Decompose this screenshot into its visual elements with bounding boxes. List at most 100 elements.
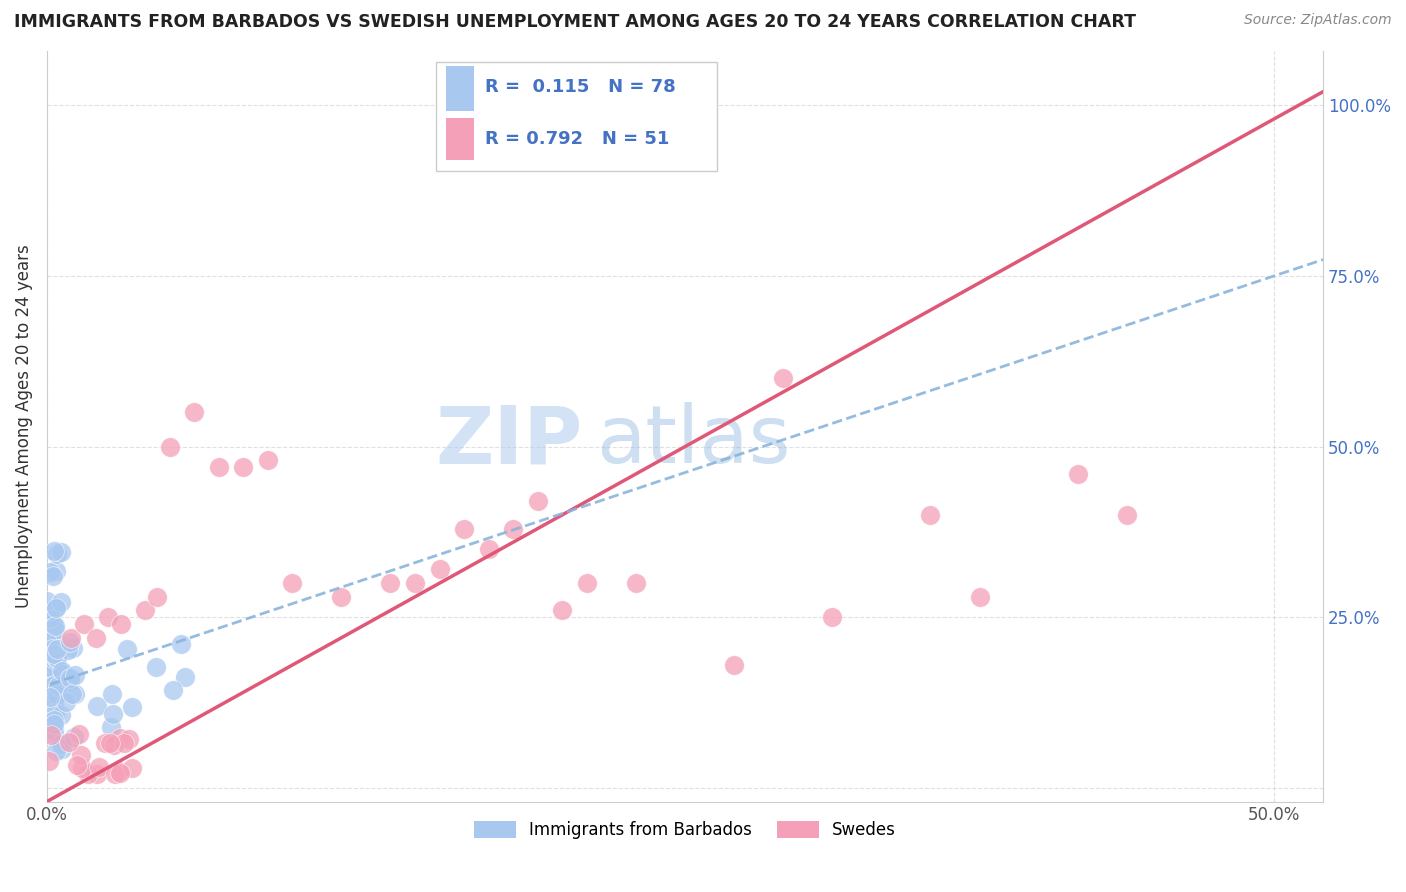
Point xyxy=(39,602,62,616)
Point xyxy=(45,601,67,615)
Point xyxy=(45,657,67,672)
Point xyxy=(281,576,304,591)
Point xyxy=(108,764,131,779)
Point xyxy=(330,590,353,604)
Point xyxy=(42,651,65,665)
Point xyxy=(575,576,598,591)
Point xyxy=(110,617,132,632)
Point xyxy=(62,641,84,656)
Point xyxy=(42,615,65,630)
Text: R = 0.792   N = 51: R = 0.792 N = 51 xyxy=(485,130,669,148)
Point xyxy=(38,755,60,769)
Point xyxy=(44,709,66,723)
Point xyxy=(59,671,82,685)
Point xyxy=(232,460,254,475)
Point xyxy=(59,673,82,688)
Point xyxy=(42,646,65,660)
Point xyxy=(56,642,79,657)
Point xyxy=(72,761,94,775)
Point xyxy=(67,726,90,740)
Point xyxy=(44,706,66,721)
Point xyxy=(44,648,66,662)
Point xyxy=(39,611,62,625)
Point xyxy=(44,696,66,710)
Point xyxy=(42,663,65,677)
Point xyxy=(93,736,115,750)
Point xyxy=(41,569,63,583)
Text: atlas: atlas xyxy=(596,402,790,480)
Point xyxy=(256,453,278,467)
Point xyxy=(103,739,125,753)
Point xyxy=(174,670,197,684)
Point xyxy=(44,618,66,632)
Point xyxy=(772,371,794,385)
Point xyxy=(86,698,108,713)
Point xyxy=(42,617,65,632)
Point xyxy=(920,508,942,522)
Point xyxy=(42,657,65,671)
Point xyxy=(45,688,67,702)
Point xyxy=(51,707,73,722)
Point xyxy=(46,642,69,657)
FancyBboxPatch shape xyxy=(446,66,474,111)
Point xyxy=(60,631,83,645)
Point xyxy=(55,696,77,710)
Point xyxy=(77,766,100,780)
Text: Source: ZipAtlas.com: Source: ZipAtlas.com xyxy=(1244,13,1392,28)
Point xyxy=(98,736,121,750)
Point xyxy=(63,667,86,681)
Point xyxy=(115,642,138,657)
Point xyxy=(42,678,65,692)
Point xyxy=(39,566,62,580)
Point xyxy=(1067,467,1090,481)
Point xyxy=(42,713,65,727)
Point xyxy=(51,741,73,756)
Point xyxy=(110,731,132,745)
Point xyxy=(42,702,65,716)
Text: R =  0.115   N = 78: R = 0.115 N = 78 xyxy=(485,78,675,95)
Point xyxy=(208,460,231,475)
Point xyxy=(60,687,83,701)
Point xyxy=(146,590,169,604)
Point xyxy=(478,541,501,556)
FancyBboxPatch shape xyxy=(436,62,717,171)
Point xyxy=(45,651,67,665)
Text: ZIP: ZIP xyxy=(436,402,583,480)
Point xyxy=(38,605,60,619)
Point xyxy=(821,610,844,624)
Point xyxy=(121,761,143,775)
Point xyxy=(42,712,65,726)
Point xyxy=(37,634,59,648)
Y-axis label: Unemployment Among Ages 20 to 24 years: Unemployment Among Ages 20 to 24 years xyxy=(15,244,32,608)
Point xyxy=(63,687,86,701)
Point xyxy=(404,576,426,591)
Point xyxy=(97,610,120,624)
FancyBboxPatch shape xyxy=(446,119,474,160)
Point xyxy=(45,547,67,561)
Point xyxy=(41,629,63,643)
Point xyxy=(38,715,60,730)
Point xyxy=(44,623,66,637)
Point xyxy=(183,405,205,419)
Point xyxy=(41,679,63,693)
Point xyxy=(41,728,63,742)
Point xyxy=(38,725,60,739)
Point xyxy=(45,666,67,681)
Point xyxy=(46,679,69,693)
Point xyxy=(39,690,62,704)
Point xyxy=(45,564,67,578)
Point xyxy=(52,666,75,681)
Point xyxy=(86,767,108,781)
Point xyxy=(63,730,86,744)
Point xyxy=(51,737,73,751)
Point xyxy=(84,631,107,645)
Text: IMMIGRANTS FROM BARBADOS VS SWEDISH UNEMPLOYMENT AMONG AGES 20 TO 24 YEARS CORRE: IMMIGRANTS FROM BARBADOS VS SWEDISH UNEM… xyxy=(14,13,1136,31)
Point xyxy=(42,717,65,731)
Point xyxy=(118,731,141,746)
Point xyxy=(44,543,66,558)
Point xyxy=(45,744,67,758)
Point xyxy=(170,637,193,651)
Point xyxy=(45,661,67,675)
Point xyxy=(73,617,96,632)
Point xyxy=(58,635,80,649)
